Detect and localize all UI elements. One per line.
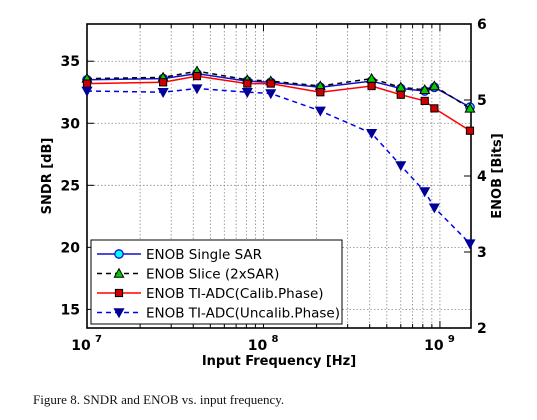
legend-marker	[113, 308, 125, 319]
data-point	[316, 88, 325, 97]
data-point	[464, 239, 476, 250]
series-3	[82, 72, 475, 135]
legend-marker	[114, 288, 124, 298]
legend-label: ENOB TI-ADC(Calib.Phase)	[146, 286, 324, 302]
x-tick-label: 10	[424, 338, 444, 354]
data-point	[314, 106, 326, 117]
figure-caption: Figure 8. SNDR and ENOB vs. input freque…	[33, 392, 285, 407]
series-4	[81, 84, 476, 250]
data-point	[464, 102, 476, 113]
legend-label: ENOB Single SAR	[146, 247, 262, 263]
data-point	[157, 88, 169, 98]
data-point	[419, 187, 431, 198]
data-point	[82, 79, 92, 88]
y-left-tick-label: 15	[61, 302, 80, 318]
x-tick-exponent: 7	[95, 334, 102, 345]
data-point	[396, 90, 405, 99]
y-right-tick-label: 3	[477, 245, 487, 261]
y-right-tick-label: 6	[477, 17, 487, 33]
y-left-tick-label: 20	[61, 240, 81, 256]
data-point	[81, 86, 93, 97]
data-point	[241, 88, 253, 98]
data-point	[395, 161, 407, 172]
data-point	[192, 72, 202, 81]
data-point	[243, 79, 252, 88]
data-point	[265, 89, 277, 100]
data-point	[428, 203, 440, 214]
legend: ENOB Single SAR ENOB Slice (2xSAR) ENOB TI…	[90, 239, 343, 325]
x-tick-label: 10	[71, 338, 91, 354]
y-right-tick-label: 5	[477, 93, 487, 109]
data-point	[266, 79, 275, 88]
data-point	[159, 78, 168, 87]
plot-frame	[86, 23, 472, 329]
data-point	[191, 84, 203, 95]
legend-marker	[113, 267, 125, 278]
y-left-tick-label: 30	[61, 116, 81, 132]
y-left-tick-label: 25	[61, 178, 80, 194]
data-point	[465, 126, 475, 135]
y-right-tick-label: 4	[477, 169, 487, 185]
legend-marker	[114, 249, 124, 259]
data-point	[419, 84, 431, 94]
y-right-axis-title: ENOB [Bits]	[490, 133, 505, 218]
y-right-tick-label: 2	[477, 321, 487, 337]
legend-label: ENOB TI-ADC(Uncalib.Phase)	[146, 306, 340, 322]
legend-label: ENOB Slice (2xSAR)	[146, 267, 279, 283]
data-point	[428, 80, 440, 91]
grid	[87, 24, 471, 328]
data-point	[367, 81, 376, 91]
y-left-axis-title: SNDR [dB]	[40, 138, 55, 215]
y-left-tick-label: 35	[61, 54, 80, 70]
data-point	[366, 128, 378, 139]
x-axis-title: Input Frequency [Hz]	[202, 354, 356, 369]
x-tick-exponent: 8	[271, 334, 278, 345]
x-tick-label: 10	[248, 338, 268, 354]
x-tick-exponent: 9	[448, 334, 455, 345]
data-point	[420, 96, 429, 106]
data-point	[430, 104, 439, 113]
